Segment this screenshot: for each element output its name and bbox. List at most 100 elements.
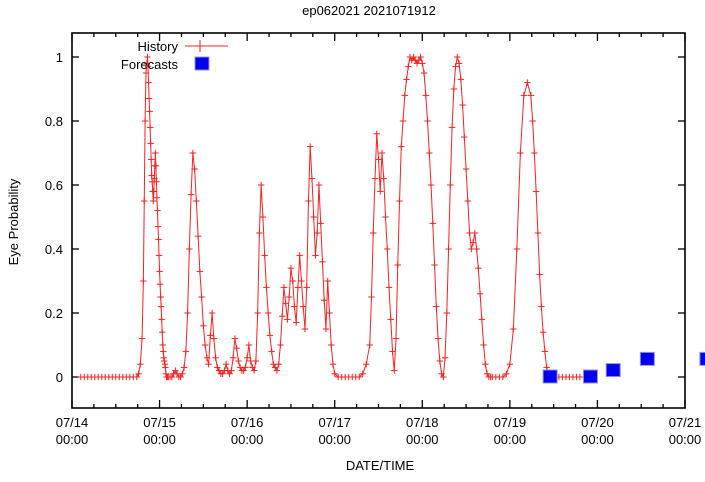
history-point	[462, 165, 470, 173]
history-point	[157, 293, 164, 301]
history-point	[208, 309, 216, 317]
history-point	[229, 354, 237, 361]
history-point	[371, 175, 379, 182]
y-tick-label: 0	[56, 370, 63, 385]
history-point	[329, 361, 337, 368]
history-point	[292, 319, 300, 326]
history-point	[278, 313, 286, 320]
y-tick-label: 0.2	[45, 306, 63, 321]
history-point	[387, 316, 394, 323]
history-point	[158, 316, 165, 323]
history-point	[482, 361, 489, 368]
history-point	[186, 245, 193, 253]
history-point	[356, 373, 363, 381]
history-point	[503, 370, 510, 377]
history-point	[144, 53, 151, 61]
history-point	[152, 149, 159, 157]
history-point	[392, 335, 400, 342]
history-point	[424, 117, 431, 125]
x-tick-label: 07/14	[56, 415, 89, 430]
history-point	[140, 277, 147, 285]
history-point	[159, 341, 166, 349]
history-point	[317, 220, 324, 227]
history-point	[306, 143, 314, 150]
forecast-point	[542, 369, 558, 384]
history-point	[245, 341, 253, 349]
history-point	[452, 63, 459, 70]
history-point	[296, 252, 303, 259]
history-point	[150, 188, 157, 195]
history-point	[189, 149, 197, 157]
history-point	[256, 229, 263, 237]
history-point	[233, 345, 240, 352]
history-point	[187, 191, 195, 198]
history-point	[143, 60, 151, 67]
history-point	[257, 181, 265, 189]
history-point	[145, 79, 152, 86]
history-point	[422, 92, 429, 99]
history-point	[384, 245, 391, 253]
history-point	[259, 213, 267, 221]
history-point	[284, 316, 291, 323]
x-tick-label: 07/20	[581, 415, 614, 430]
x-tick-label: 00:00	[231, 432, 264, 447]
history-point	[370, 229, 377, 237]
history-point	[210, 335, 218, 342]
x-tick-label: 00:00	[581, 432, 614, 447]
history-point	[191, 165, 198, 173]
history-point	[478, 316, 486, 323]
history-point	[382, 213, 389, 221]
history-point	[398, 143, 405, 150]
x-axis-label: DATE/TIME	[346, 458, 415, 473]
history-point	[160, 348, 167, 355]
history-point	[301, 325, 309, 333]
history-point	[212, 354, 219, 361]
history-point	[287, 265, 295, 272]
history-point	[179, 370, 186, 377]
history-point	[303, 284, 310, 291]
x-tick-label: 07/19	[494, 415, 527, 430]
history-point	[180, 364, 188, 371]
x-tick-label: 00:00	[494, 432, 527, 447]
history-point	[294, 284, 302, 291]
forecast-point	[582, 369, 598, 384]
history-point	[427, 181, 435, 189]
history-point	[146, 108, 153, 115]
history-point	[228, 367, 235, 374]
history-point	[394, 261, 401, 269]
history-point	[405, 63, 412, 70]
x-tick-label: 00:00	[143, 432, 176, 447]
forecast-point	[639, 351, 655, 366]
history-point	[420, 69, 428, 77]
x-tick-label: 07/15	[143, 415, 176, 430]
chart-title: ep062021 2021071912	[302, 3, 436, 18]
history-point	[231, 335, 239, 342]
history-point	[403, 76, 410, 83]
history-point	[331, 370, 338, 377]
history-point	[324, 277, 331, 285]
history-point	[156, 281, 164, 288]
history-point	[539, 329, 547, 336]
legend-label-history: History	[138, 39, 179, 54]
history-point	[321, 297, 328, 304]
history-point	[266, 332, 274, 339]
y-tick-label: 0.4	[45, 242, 63, 257]
history-point	[160, 354, 167, 361]
history-point	[138, 335, 146, 342]
history-point	[201, 341, 209, 349]
history-point	[263, 284, 270, 291]
x-tick-label: 07/17	[318, 415, 351, 430]
history-point	[389, 348, 396, 355]
history-point	[315, 181, 323, 189]
history-point	[137, 361, 144, 368]
x-axis-ticks	[71, 33, 686, 408]
history-point	[194, 233, 202, 240]
legend-marker-history	[185, 40, 228, 52]
history-point	[326, 309, 333, 317]
history-point	[524, 79, 531, 86]
legend-marker-forecasts	[194, 56, 210, 71]
history-point	[448, 124, 456, 131]
history-point	[513, 245, 521, 253]
history-point	[378, 149, 386, 157]
history-point	[499, 373, 507, 381]
